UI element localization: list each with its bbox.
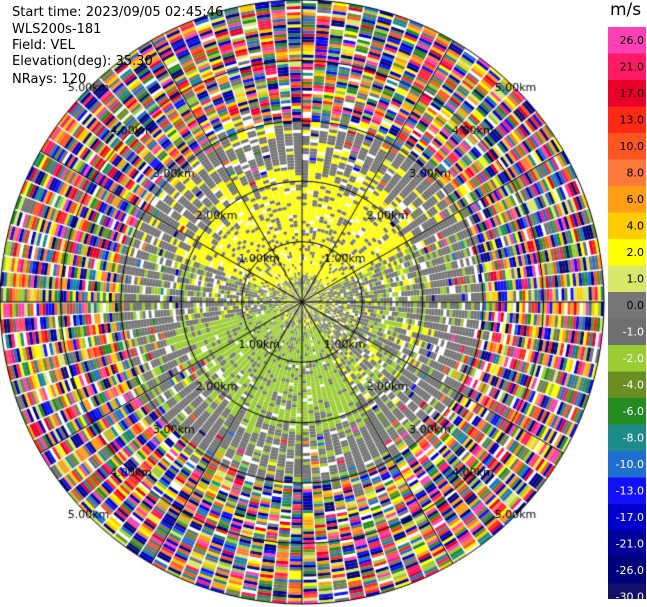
colorbar-tick-label: 1.0 bbox=[627, 273, 645, 286]
colorbar-swatch bbox=[608, 504, 646, 531]
colorbar-swatch bbox=[608, 398, 646, 425]
colorbar-tick-label: -1.0 bbox=[623, 326, 644, 339]
colorbar-tick-label: 13.0 bbox=[620, 114, 645, 127]
colorbar-tick-label: -30.0 bbox=[616, 591, 644, 600]
colorbar-swatch bbox=[608, 27, 646, 54]
colorbar-swatch bbox=[608, 159, 646, 187]
field-label: Field: VEL bbox=[12, 38, 75, 53]
colorbar-swatch bbox=[608, 477, 646, 505]
colorbar-tick-label: 17.0 bbox=[620, 87, 645, 100]
colorbar-swatch bbox=[608, 557, 646, 584]
colorbar-tick-label: -4.0 bbox=[623, 379, 644, 392]
colorbar-tick-label: -6.0 bbox=[623, 405, 644, 418]
colorbar-tick-label: 8.0 bbox=[627, 167, 645, 180]
colorbar-tick-label: 0.0 bbox=[627, 299, 645, 312]
colorbar-tick-label: 21.0 bbox=[620, 61, 645, 74]
colorbar-tick-label: 10.0 bbox=[620, 140, 645, 153]
colorbar-swatch bbox=[608, 345, 646, 372]
colorbar-tick-label: -21.0 bbox=[616, 538, 644, 551]
colorbar-tick-label: -26.0 bbox=[616, 564, 644, 577]
colorbar-swatch bbox=[608, 371, 646, 399]
colorbar-swatch bbox=[608, 239, 646, 266]
colorbar-swatch bbox=[608, 186, 646, 213]
colorbar-swatch bbox=[608, 318, 646, 346]
colorbar-swatch bbox=[608, 265, 646, 293]
colorbar-swatch bbox=[608, 212, 646, 240]
colorbar-swatch bbox=[608, 583, 646, 599]
colorbar-swatch bbox=[608, 106, 646, 134]
nrays-label: NRays: 120 bbox=[12, 72, 87, 87]
colorbar-tick-label: -2.0 bbox=[623, 352, 644, 365]
colorbar-tick-label: 26.0 bbox=[620, 34, 645, 47]
velocity-colorbar: 26.0 21.0 17.0 13.0 10.0 8.0 6.0 4.0 2.0 1.0 0.0 -1… bbox=[608, 27, 646, 599]
colorbar-swatch bbox=[608, 53, 646, 81]
colorbar-title: m/s bbox=[610, 0, 642, 20]
colorbar-tick-label: -8.0 bbox=[623, 432, 644, 445]
start-time-label: Start time: 2023/09/05 02:45:46 bbox=[12, 5, 224, 20]
colorbar-swatch bbox=[608, 292, 646, 319]
colorbar-swatch bbox=[608, 424, 646, 452]
colorbar-swatch bbox=[608, 133, 646, 160]
colorbar-tick-label: 4.0 bbox=[627, 220, 645, 233]
colorbar-swatch bbox=[608, 451, 646, 478]
colorbar-tick-label: -17.0 bbox=[616, 511, 644, 524]
colorbar-tick-label: 6.0 bbox=[627, 193, 645, 206]
instrument-label: WLS200s-181 bbox=[12, 22, 102, 37]
colorbar-tick-label: -10.0 bbox=[616, 458, 644, 471]
colorbar-swatch bbox=[608, 80, 646, 107]
elevation-label: Elevation(deg): 35.30 bbox=[12, 54, 153, 69]
colorbar-swatch bbox=[608, 530, 646, 558]
colorbar-tick-label: 2.0 bbox=[627, 246, 645, 259]
colorbar-tick-label: -13.0 bbox=[616, 485, 644, 498]
